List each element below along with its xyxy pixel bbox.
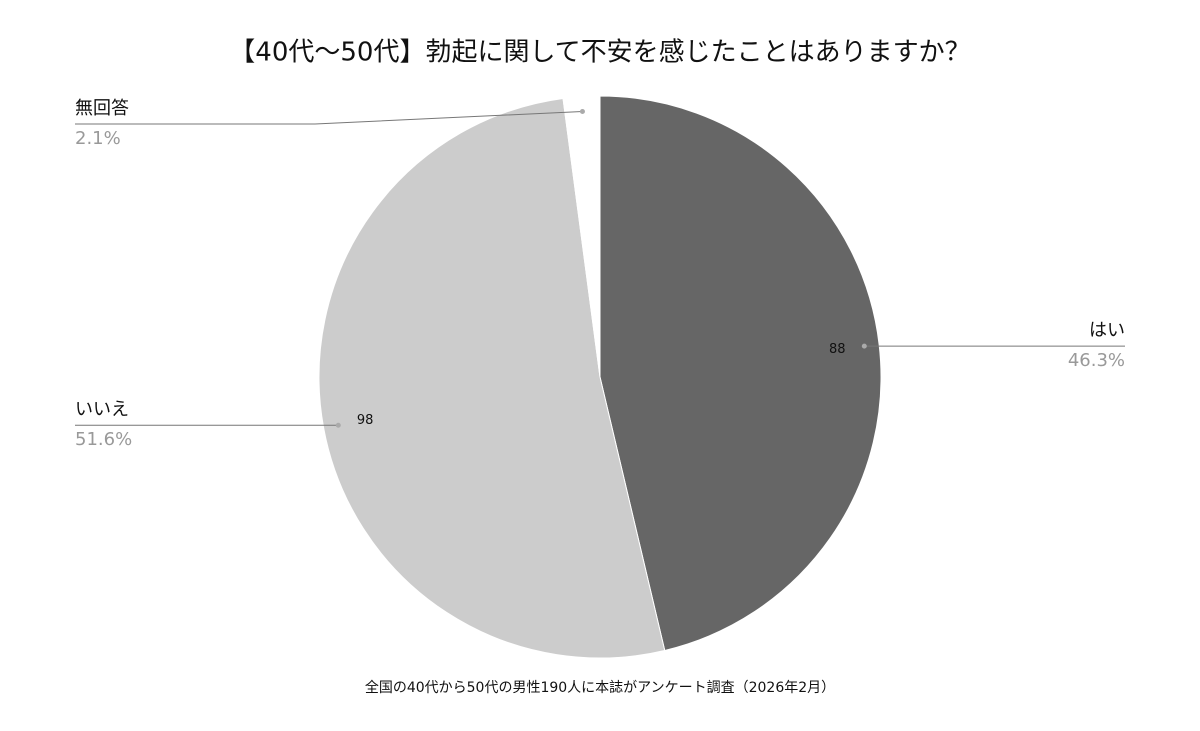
category-label: はい xyxy=(1089,320,1125,341)
category-label: いいえ xyxy=(75,399,129,420)
leader-dot xyxy=(861,343,867,349)
category-label: 無回答 xyxy=(75,98,129,119)
pie-slice xyxy=(318,97,666,659)
count-label: 88 xyxy=(829,342,846,357)
count-label: 98 xyxy=(357,413,374,428)
chart-title: 【40代～50代】勃起に関して不安を感じたことはありますか？ xyxy=(229,38,970,68)
percent-label: 46.3% xyxy=(1068,350,1125,371)
leader-line xyxy=(75,110,583,125)
pie-slice xyxy=(599,95,882,652)
percent-label: 51.6% xyxy=(75,429,132,450)
caption: 全国の40代から50代の男性190人に本誌がアンケート調査（2026年2月） xyxy=(365,679,835,696)
leader-dot xyxy=(579,108,585,114)
leader-dot xyxy=(335,422,341,428)
pie-slice xyxy=(562,95,601,378)
percent-label: 2.1% xyxy=(75,128,121,149)
